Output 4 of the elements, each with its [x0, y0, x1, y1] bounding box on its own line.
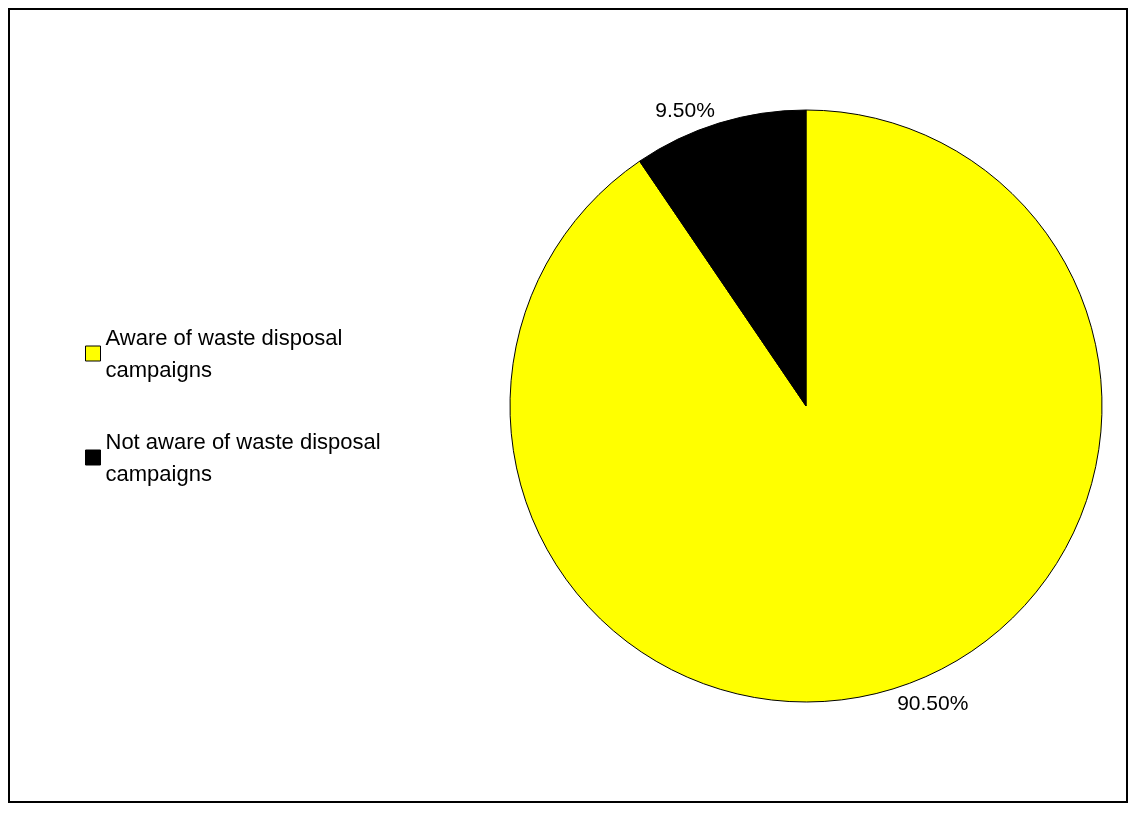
legend-label: Not aware of waste disposal campaigns	[105, 429, 387, 486]
data-label: 90.50%	[897, 690, 969, 714]
legend-label: Aware of waste disposal campaigns	[105, 325, 349, 382]
data-label: 9.50%	[655, 98, 715, 122]
